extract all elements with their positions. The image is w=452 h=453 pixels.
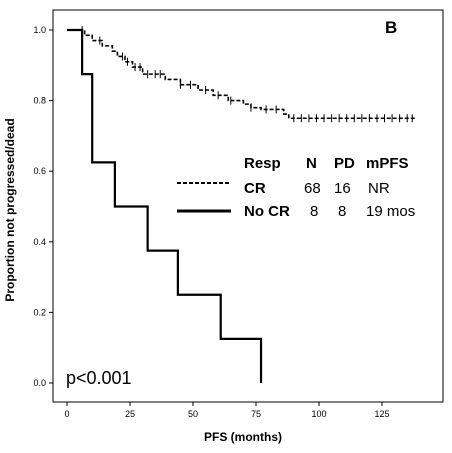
x-axis: 0 25 50 75 100 125 [64, 402, 390, 419]
y-tick-label: 0.0 [33, 378, 46, 388]
x-tick-label: 25 [125, 409, 135, 419]
legend-row-nocr-pd: 8 [338, 203, 346, 220]
legend-row-cr-resp: CR [244, 180, 266, 197]
legend-row-cr-mpfs: NR [368, 180, 390, 197]
legend-header-mpfs: mPFS [366, 155, 409, 172]
p-value-annotation: p<0.001 [66, 368, 132, 388]
x-tick-label: 125 [374, 409, 389, 419]
plot-frame [52, 9, 444, 403]
km-curve-no-cr [67, 28, 263, 383]
x-tick-label: 75 [251, 409, 261, 419]
legend-header-pd: PD [334, 155, 355, 172]
legend-row-nocr-resp: No CR [244, 203, 290, 220]
legend-row-cr-n: 68 [304, 180, 321, 197]
legend-row-cr-pd: 16 [334, 180, 351, 197]
y-tick-label: 0.8 [33, 96, 46, 106]
legend-header-resp: Resp [244, 155, 281, 172]
y-axis-title: Proportion not progressed/dead [3, 118, 17, 301]
legend-row-nocr-mpfs: 19 mos [366, 203, 415, 220]
y-tick-label: 0.6 [33, 166, 46, 176]
series-layer [67, 28, 415, 383]
km-curve-cr [67, 29, 415, 120]
legend-header-n: N [306, 155, 317, 172]
legend-table: Resp N PD mPFS CR 68 16 NR No CR 8 8 19 … [177, 155, 415, 220]
y-tick-label: 1.0 [33, 25, 46, 35]
legend-row-nocr-n: 8 [310, 203, 318, 220]
censor-marks [81, 26, 413, 123]
panel-label: B [385, 18, 397, 37]
y-axis: 0.0 0.2 0.4 0.6 0.8 1.0 [33, 25, 53, 388]
x-tick-label: 100 [311, 409, 326, 419]
y-tick-label: 0.4 [33, 237, 46, 247]
y-tick-label: 0.2 [33, 307, 46, 317]
x-axis-title: PFS (months) [204, 430, 282, 444]
x-tick-label: 0 [64, 409, 69, 419]
x-tick-label: 50 [188, 409, 198, 419]
